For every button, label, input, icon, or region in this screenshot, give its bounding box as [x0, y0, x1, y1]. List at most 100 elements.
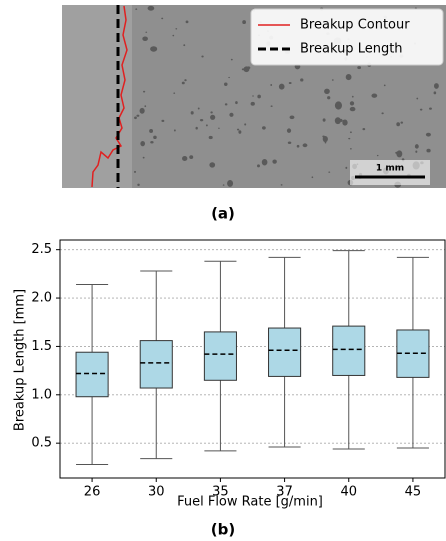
droplet	[272, 159, 277, 164]
droplet	[242, 20, 246, 25]
droplet	[139, 107, 145, 114]
droplet	[197, 107, 200, 110]
droplet	[349, 131, 352, 134]
droplet	[289, 115, 295, 120]
droplet	[324, 141, 327, 144]
droplet	[153, 135, 157, 140]
droplet	[322, 135, 325, 138]
droplet	[302, 143, 308, 148]
droplet	[327, 96, 331, 100]
droplet	[400, 121, 404, 124]
droplet	[201, 55, 204, 58]
droplet	[230, 58, 233, 61]
droplet	[429, 107, 432, 110]
caption: (a)	[211, 205, 235, 223]
droplet	[339, 118, 343, 122]
droplet	[241, 68, 245, 71]
droplet	[371, 93, 378, 98]
droplet	[381, 112, 384, 115]
droplet	[288, 81, 292, 85]
y-tick-label: 2.0	[31, 291, 52, 306]
droplet	[229, 112, 234, 117]
droplet	[140, 140, 146, 147]
droplet	[334, 117, 341, 125]
box	[75, 351, 109, 398]
droplet	[261, 158, 268, 166]
droplet	[210, 114, 216, 120]
droplet	[416, 97, 419, 100]
droplet	[278, 83, 285, 90]
plot-frame	[59, 239, 446, 479]
box	[332, 325, 366, 376]
x-tick-label: 35	[212, 485, 229, 500]
droplet	[142, 156, 145, 159]
legend-label: Breakup Length	[300, 42, 403, 57]
droplet	[342, 119, 348, 126]
box	[203, 331, 237, 381]
droplet	[145, 31, 148, 33]
droplet	[150, 46, 158, 52]
droplet	[150, 140, 154, 144]
droplet	[224, 103, 228, 106]
scale-bar-bg	[350, 160, 430, 185]
droplet	[183, 44, 186, 47]
droplet	[425, 132, 431, 137]
droplet	[362, 128, 366, 131]
droplet	[311, 176, 314, 179]
droplet	[210, 111, 213, 114]
droplet	[331, 79, 334, 81]
droplet	[175, 28, 178, 30]
droplet	[134, 116, 137, 120]
droplet	[244, 123, 247, 126]
droplet	[257, 94, 261, 99]
droplet	[147, 5, 155, 11]
droplet	[227, 180, 234, 187]
droplet	[334, 101, 342, 110]
caption: (b)	[211, 521, 235, 539]
legend	[250, 8, 444, 66]
droplet	[296, 144, 300, 148]
breakup-contour	[91, 5, 128, 188]
droplet	[149, 128, 154, 133]
droplet	[396, 150, 403, 158]
droplet	[208, 135, 213, 140]
droplet	[235, 101, 238, 105]
droplet	[348, 137, 351, 140]
droplet	[250, 101, 255, 106]
droplet	[134, 170, 137, 173]
droplet	[270, 105, 273, 107]
droplet	[161, 17, 164, 20]
legend-label: Breakup Contour	[300, 18, 410, 33]
x-tick-label: 30	[148, 485, 165, 500]
droplet	[205, 124, 208, 127]
droplet	[433, 91, 437, 95]
droplet	[415, 150, 418, 153]
droplet	[181, 81, 185, 85]
droplet	[144, 105, 147, 108]
droplet	[199, 118, 204, 122]
droplet	[286, 128, 292, 133]
y-tick-label: 2.5	[31, 242, 52, 257]
droplet	[357, 66, 362, 70]
droplet	[173, 129, 176, 132]
droplet	[322, 135, 328, 143]
droplet	[262, 126, 266, 130]
droplet	[322, 118, 326, 122]
droplet	[161, 119, 165, 122]
droplet	[383, 84, 386, 87]
droplet	[270, 83, 273, 86]
droplet	[135, 8, 138, 10]
x-axis-label: Fuel Flow Rate [g/min]	[177, 495, 323, 510]
droplet	[190, 111, 194, 115]
droplet	[433, 83, 439, 89]
droplet	[209, 162, 216, 168]
scale-bar-label: 1 mm	[376, 164, 404, 174]
droplet	[376, 154, 379, 157]
droplet	[238, 130, 242, 134]
droplet	[397, 151, 401, 154]
droplet	[184, 79, 187, 82]
droplet	[345, 166, 348, 169]
droplet	[414, 144, 419, 149]
droplet	[143, 90, 146, 93]
